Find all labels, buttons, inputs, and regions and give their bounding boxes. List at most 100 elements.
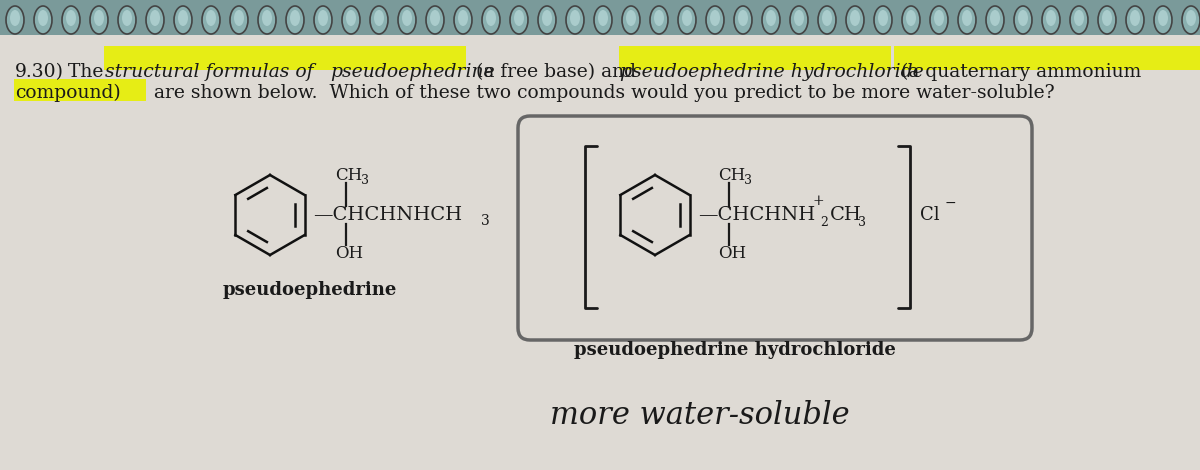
Ellipse shape [650, 6, 668, 34]
Ellipse shape [654, 10, 664, 26]
Ellipse shape [1126, 6, 1144, 34]
Ellipse shape [514, 10, 524, 26]
Ellipse shape [734, 6, 752, 34]
Ellipse shape [1046, 10, 1056, 26]
Ellipse shape [62, 6, 80, 34]
Text: —CHCHNHCH: —CHCHNHCH [313, 206, 462, 224]
FancyBboxPatch shape [0, 35, 1200, 470]
Ellipse shape [766, 10, 776, 26]
Text: 2: 2 [820, 217, 828, 229]
Text: pseudoephedrine hydrochloride: pseudoephedrine hydrochloride [574, 341, 896, 359]
Ellipse shape [290, 10, 300, 26]
Text: OH: OH [335, 244, 364, 261]
Ellipse shape [598, 10, 608, 26]
Ellipse shape [230, 6, 248, 34]
Ellipse shape [622, 6, 640, 34]
Ellipse shape [482, 6, 500, 34]
Ellipse shape [682, 10, 692, 26]
Ellipse shape [146, 6, 164, 34]
Ellipse shape [1186, 10, 1196, 26]
Ellipse shape [902, 6, 920, 34]
Ellipse shape [150, 10, 160, 26]
Ellipse shape [1182, 6, 1200, 34]
Ellipse shape [1074, 10, 1084, 26]
Ellipse shape [594, 6, 612, 34]
Ellipse shape [570, 10, 580, 26]
Text: 3: 3 [858, 217, 866, 229]
Ellipse shape [342, 6, 360, 34]
Text: structural formulas of: structural formulas of [106, 63, 319, 81]
Text: CH: CH [718, 166, 745, 183]
Ellipse shape [566, 6, 584, 34]
Text: OH: OH [718, 244, 746, 261]
Ellipse shape [206, 10, 216, 26]
Ellipse shape [846, 6, 864, 34]
Text: (a quaternary ammonium: (a quaternary ammonium [895, 63, 1141, 81]
Ellipse shape [510, 6, 528, 34]
Ellipse shape [10, 10, 20, 26]
Ellipse shape [1102, 10, 1112, 26]
Ellipse shape [38, 10, 48, 26]
Ellipse shape [94, 10, 104, 26]
FancyBboxPatch shape [0, 0, 1200, 38]
Ellipse shape [706, 6, 724, 34]
Ellipse shape [990, 10, 1000, 26]
Ellipse shape [454, 6, 472, 34]
Ellipse shape [426, 6, 444, 34]
Text: pseudoephedrine hydrochloride: pseudoephedrine hydrochloride [620, 63, 924, 81]
Text: The: The [68, 63, 109, 81]
Ellipse shape [818, 6, 836, 34]
FancyBboxPatch shape [894, 46, 1200, 70]
Text: pseudoephedrine: pseudoephedrine [330, 63, 494, 81]
Ellipse shape [402, 10, 412, 26]
Ellipse shape [906, 10, 916, 26]
Ellipse shape [486, 10, 496, 26]
FancyBboxPatch shape [619, 46, 890, 70]
Ellipse shape [878, 10, 888, 26]
Ellipse shape [762, 6, 780, 34]
Ellipse shape [850, 10, 860, 26]
Ellipse shape [542, 10, 552, 26]
Ellipse shape [1130, 10, 1140, 26]
Text: Cl: Cl [920, 206, 940, 224]
Ellipse shape [986, 6, 1004, 34]
Ellipse shape [874, 6, 892, 34]
Text: −: − [946, 196, 956, 210]
Ellipse shape [178, 10, 188, 26]
Ellipse shape [122, 10, 132, 26]
FancyBboxPatch shape [518, 116, 1032, 340]
Ellipse shape [286, 6, 304, 34]
Ellipse shape [538, 6, 556, 34]
Ellipse shape [318, 10, 328, 26]
Ellipse shape [1042, 6, 1060, 34]
Text: (a free base) and: (a free base) and [470, 63, 642, 81]
Ellipse shape [1018, 10, 1028, 26]
Text: more water-soluble: more water-soluble [550, 400, 850, 431]
Text: —CHCHNH: —CHCHNH [698, 206, 815, 224]
Ellipse shape [710, 10, 720, 26]
Ellipse shape [430, 10, 440, 26]
Ellipse shape [370, 6, 388, 34]
Text: 9.30): 9.30) [14, 63, 64, 81]
Ellipse shape [174, 6, 192, 34]
Ellipse shape [738, 10, 748, 26]
Ellipse shape [66, 10, 76, 26]
Ellipse shape [1014, 6, 1032, 34]
Ellipse shape [346, 10, 356, 26]
Text: +: + [814, 194, 824, 208]
FancyBboxPatch shape [104, 46, 466, 70]
Ellipse shape [6, 6, 24, 34]
Ellipse shape [314, 6, 332, 34]
Ellipse shape [90, 6, 108, 34]
Text: 3: 3 [361, 173, 370, 187]
Ellipse shape [962, 10, 972, 26]
Ellipse shape [1070, 6, 1088, 34]
Text: CH: CH [830, 206, 862, 224]
Ellipse shape [1154, 6, 1172, 34]
Ellipse shape [258, 6, 276, 34]
FancyBboxPatch shape [14, 79, 146, 101]
Text: CH: CH [335, 166, 362, 183]
Ellipse shape [458, 10, 468, 26]
Ellipse shape [202, 6, 220, 34]
Ellipse shape [118, 6, 136, 34]
